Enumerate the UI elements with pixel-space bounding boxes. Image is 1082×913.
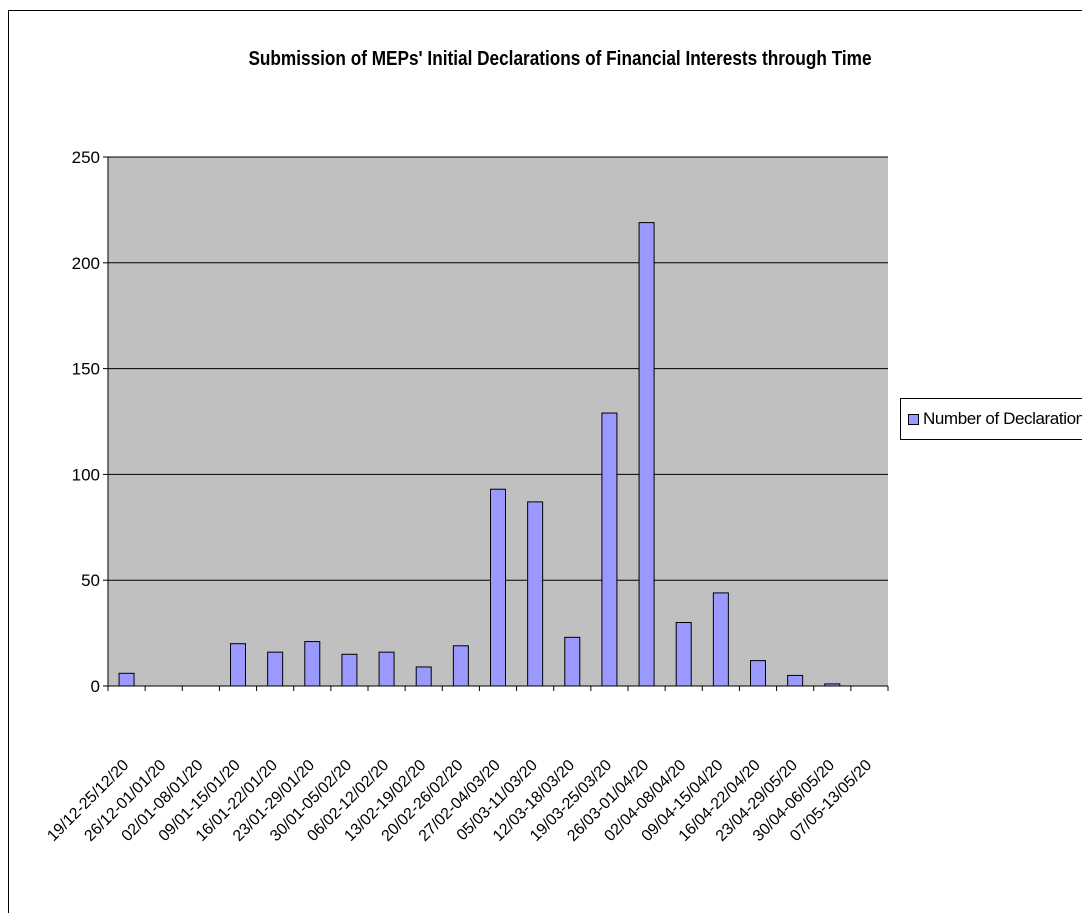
y-tick-label: 200 <box>72 254 100 273</box>
y-tick-label: 250 <box>72 148 100 167</box>
bar <box>267 651 284 687</box>
bar <box>118 672 135 687</box>
y-tick-labels: 0 50 100 150 200 250 <box>72 148 100 696</box>
bar <box>490 488 506 687</box>
bar <box>564 636 581 687</box>
bar <box>638 222 655 687</box>
y-tick-label: 150 <box>72 360 100 379</box>
bars <box>118 222 841 687</box>
bar <box>712 592 729 687</box>
bar <box>675 622 692 687</box>
legend-swatch <box>908 413 919 425</box>
bar <box>341 653 358 687</box>
legend: Number of Declarations <box>900 398 1082 440</box>
bar <box>750 660 766 687</box>
y-tick-label: 100 <box>72 465 100 484</box>
x-tick-labels: 19/12-25/12/2026/12-01/01/2002/01-08/01/… <box>44 757 875 845</box>
bar <box>415 666 432 687</box>
y-tick-label: 50 <box>81 571 100 590</box>
chart-title: Submission of MEPs' Initial Declarations… <box>248 48 872 70</box>
bar <box>787 674 804 687</box>
legend-label: Number of Declarations <box>923 409 1082 428</box>
chart-frame <box>8 10 1082 913</box>
bar <box>378 651 395 687</box>
bar <box>230 643 246 687</box>
bar <box>527 501 544 687</box>
y-tick-label: 0 <box>91 677 100 696</box>
axes <box>103 156 889 691</box>
bar <box>304 641 321 687</box>
bar <box>601 412 618 687</box>
bar <box>452 645 469 687</box>
